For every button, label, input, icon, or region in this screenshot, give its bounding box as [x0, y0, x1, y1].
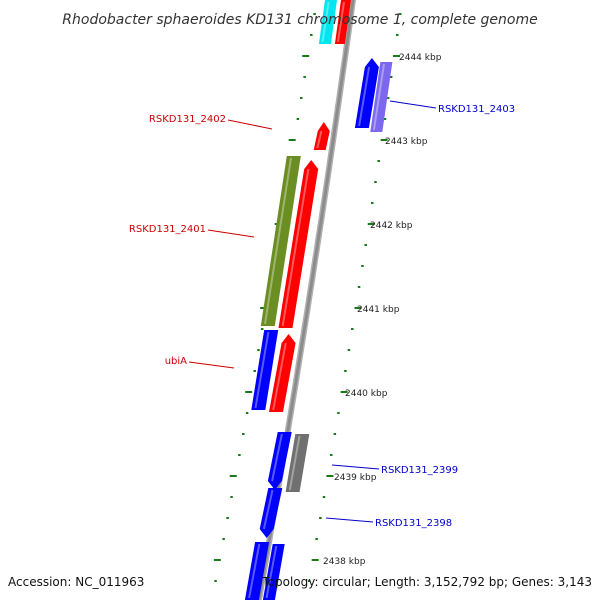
- gene-rskd131-2398-shade: [262, 489, 274, 530]
- gene-rskd131-2399-b[interactable]: [285, 434, 310, 492]
- map-title: Rhodobacter sphaeroides KD131 chromosome…: [62, 12, 537, 28]
- gene-rskd131-2398[interactable]: [259, 488, 283, 538]
- gene-blue-bottom-a-body: [244, 542, 270, 600]
- gene-blue-mid[interactable]: [251, 330, 279, 410]
- gene-label-rskd131-2399[interactable]: RSKD131_2399: [381, 465, 458, 476]
- gene-cyan-top[interactable]: [318, 0, 337, 44]
- leader-rskd131-2398: [325, 517, 374, 523]
- gene-rskd131-2399-a-shade: [271, 433, 283, 482]
- scale-label-2441: 2441 kbp: [357, 305, 400, 315]
- gene-red-top-shade: [336, 1, 345, 43]
- scale-label-2440: 2440 kbp: [345, 389, 388, 399]
- gene-label-rskd131-2403[interactable]: RSKD131_2403: [438, 104, 515, 115]
- scale-label-2443: 2443 kbp: [385, 137, 428, 147]
- gene-rskd131-2401-body: [278, 160, 319, 328]
- gene-ubia-shade: [272, 342, 287, 411]
- gene-red-top[interactable]: [334, 0, 351, 44]
- gene-cyan-top-body: [318, 0, 337, 44]
- gene-blue-bottom-b-shade: [265, 545, 278, 599]
- gene-rskd131-2401-shade: [281, 168, 310, 327]
- scale-label-2438: 2438 kbp: [323, 557, 366, 567]
- gene-rskd131-2403-a-shade: [358, 66, 371, 127]
- gene-label-rskd131-2398[interactable]: RSKD131_2398: [375, 518, 452, 529]
- gene-green-long-shade: [264, 157, 292, 325]
- gene-rskd131-2403-a-body: [354, 58, 379, 128]
- gene-rskd131-2402[interactable]: [313, 122, 330, 150]
- gene-blue-bottom-b-body: [262, 544, 285, 600]
- gene-label-ubia[interactable]: ubiA: [165, 356, 187, 367]
- topology-text: Topology: circular; Length: 3,152,792 bp…: [261, 575, 592, 589]
- gene-rskd131-2402-body: [313, 122, 330, 150]
- gene-ubia[interactable]: [269, 334, 296, 412]
- accession-text: Accession: NC_011963: [8, 575, 144, 589]
- gene-rskd131-2402-shade: [316, 130, 323, 149]
- scale-label-2444: 2444 kbp: [399, 53, 442, 63]
- gene-label-rskd131-2402[interactable]: RSKD131_2402: [149, 114, 226, 125]
- scale-label-2439: 2439 kbp: [334, 473, 377, 483]
- leader-ubia: [188, 361, 235, 369]
- gene-label-rskd131-2401[interactable]: RSKD131_2401: [129, 224, 206, 235]
- scale-label-2442: 2442 kbp: [370, 221, 413, 231]
- gene-rskd131-2403-b[interactable]: [370, 62, 393, 132]
- leader-rskd131-2401: [207, 229, 255, 238]
- gene-ubia-body: [269, 334, 296, 412]
- scale-labels: 2444 kbp 2443 kbp 2442 kbp 2441 kbp 2440…: [323, 53, 442, 567]
- gene-blue-mid-body: [251, 330, 279, 410]
- tick-marks-left: [213, 13, 316, 582]
- gene-cyan-top-shade: [321, 1, 330, 43]
- gene-red-top-body: [334, 0, 351, 44]
- leader-rskd131-2403: [389, 100, 437, 109]
- gene-blue-mid-shade: [254, 331, 270, 409]
- gene-rskd131-2401[interactable]: [278, 160, 319, 328]
- gene-rskd131-2403-b-body: [370, 62, 393, 132]
- gene-rskd131-2403-b-shade: [372, 63, 385, 131]
- gene-rskd131-2399-a[interactable]: [267, 432, 292, 490]
- gene-green-long[interactable]: [260, 156, 301, 326]
- leader-rskd131-2399: [331, 464, 380, 470]
- tick-marks-right: [307, 13, 402, 582]
- gene-blue-bottom-b[interactable]: [262, 544, 285, 600]
- gene-rskd131-2403-a[interactable]: [354, 58, 379, 128]
- gene-rskd131-2399-a-body: [267, 432, 292, 490]
- gene-green-long-body: [260, 156, 301, 326]
- gene-blue-bottom-a[interactable]: [244, 542, 270, 600]
- gene-rskd131-2399-b-shade: [288, 435, 301, 491]
- gene-rskd131-2399-b-body: [285, 434, 310, 492]
- gene-blue-bottom-a-shade: [248, 543, 261, 599]
- gene-rskd131-2398-body: [259, 488, 283, 538]
- gene-features: [244, 0, 393, 600]
- label-leader-lines: [188, 100, 437, 523]
- gene-labels: RSKD131_2403 RSKD131_2402 RSKD131_2401 u…: [129, 104, 515, 529]
- leader-rskd131-2402: [227, 119, 273, 130]
